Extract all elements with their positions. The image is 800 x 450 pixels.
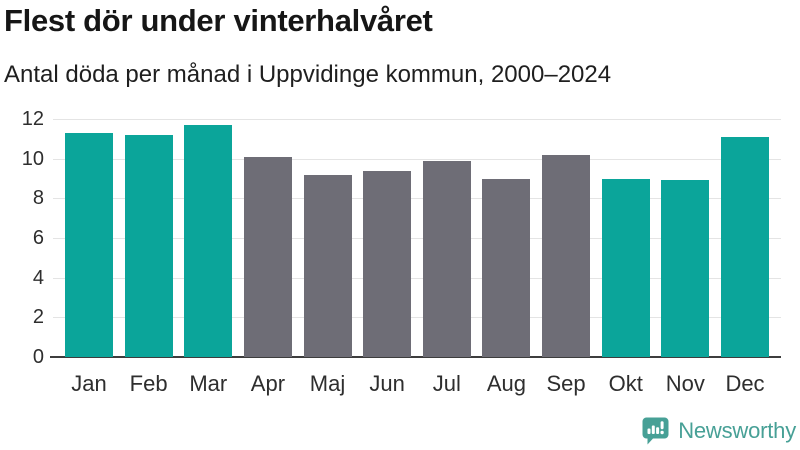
x-tick-label: Feb <box>129 371 168 396</box>
bar-jun <box>363 170 412 357</box>
y-tick-label: 12 <box>21 108 44 130</box>
gridline <box>53 277 781 279</box>
speech-bubble-shape <box>642 417 669 445</box>
bar-sep <box>542 154 591 357</box>
bar-mar <box>184 124 233 357</box>
y-tick-label: 4 <box>32 266 44 289</box>
bar-jul <box>422 160 471 357</box>
x-tick-label: Apr <box>250 371 286 396</box>
gridline <box>53 158 781 160</box>
x-tick-label: Aug <box>486 371 527 396</box>
bar-jan <box>65 132 113 357</box>
chart-subtitle: Antal döda per månad i Uppvidinge kommun… <box>4 61 612 88</box>
x-tick-label: Jun <box>369 371 405 396</box>
y-tick-label: 8 <box>32 187 44 210</box>
x-tick-label: Maj <box>309 371 346 396</box>
x-tick-label: Nov <box>665 371 705 396</box>
bar-maj <box>303 174 352 357</box>
plot-area: 0 2 4 6 8 10 12 Jan Feb Mar Apr Maj Jun Jul Aug Sep Okt N… <box>22 108 781 396</box>
gridline <box>53 317 781 319</box>
gridline <box>53 238 781 239</box>
brand-logo: Newsworthy <box>640 415 796 446</box>
y-tick-label: 6 <box>32 227 44 249</box>
bar-dec <box>721 136 769 357</box>
x-tick-label: Jan <box>71 371 107 396</box>
gridline <box>53 119 781 120</box>
x-tick-label: Okt <box>608 371 643 396</box>
bar-apr <box>243 156 292 357</box>
brand-wordmark: Newsworthy <box>678 417 796 443</box>
x-axis-line <box>50 356 781 358</box>
x-tick-label: Mar <box>189 371 228 396</box>
y-tick-label: 0 <box>32 346 44 368</box>
bar-aug <box>482 178 531 357</box>
x-tick-label: Dec <box>725 371 765 396</box>
chart-title: Flest dör under vinterhalvåret <box>4 3 433 38</box>
bar-feb <box>124 134 173 357</box>
bar-okt <box>601 178 650 357</box>
y-tick-label: 2 <box>32 306 44 329</box>
bar-nov <box>661 180 710 357</box>
x-tick-label: Jul <box>432 371 461 396</box>
y-tick-label: 10 <box>21 147 44 170</box>
x-tick-label: Sep <box>546 371 586 396</box>
gridline <box>53 198 781 200</box>
bar-chart-speech-bubble-icon <box>640 415 671 446</box>
